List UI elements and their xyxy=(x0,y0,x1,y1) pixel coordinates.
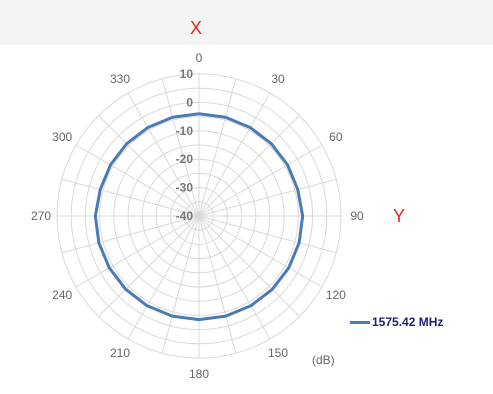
radial-tick-label: -10 xyxy=(176,124,194,138)
radial-gridline xyxy=(113,130,285,302)
radial-tick-label: 0 xyxy=(186,95,193,109)
radial-gridline xyxy=(70,87,328,345)
radial-tick-label: -20 xyxy=(176,152,194,166)
unit-label: (dB) xyxy=(312,353,335,367)
angle-tick-label: 150 xyxy=(268,346,288,360)
series-layer xyxy=(93,112,305,322)
angle-tick-label: 330 xyxy=(110,72,130,86)
angle-tick-label: 180 xyxy=(189,367,209,381)
angle-tick-label: 0 xyxy=(196,51,203,65)
radial-tick-label: -30 xyxy=(176,181,194,195)
legend-swatch xyxy=(350,320,370,324)
radial-tick-label: 10 xyxy=(180,67,194,81)
radial-tick-label: -40 xyxy=(176,209,194,223)
angle-tick-label: 90 xyxy=(350,209,364,223)
angle-tick-label: 240 xyxy=(52,288,72,302)
radial-gridline xyxy=(141,158,257,274)
plot-background xyxy=(0,45,493,394)
radial-gridline xyxy=(155,172,243,260)
radial-gridline xyxy=(84,101,314,331)
radial-gridline xyxy=(127,144,271,288)
angle-tick-label: 270 xyxy=(31,209,51,223)
x-axis-letter: X xyxy=(190,18,203,38)
angle-tick-label: 120 xyxy=(326,288,346,302)
radial-gridline xyxy=(56,73,342,359)
y-axis-letter: Y xyxy=(393,206,406,226)
radial-gridline xyxy=(184,201,214,231)
radial-gridline xyxy=(99,116,299,316)
angle-tick-label: 300 xyxy=(52,130,72,144)
radial-tick-labels: 10 0 -10 -20 -30 -40 xyxy=(176,67,194,223)
legend-label: 1575.42 MHz xyxy=(372,315,444,329)
top-band xyxy=(0,0,493,45)
radial-gridline xyxy=(170,187,228,245)
angle-tick-label: 30 xyxy=(271,72,285,86)
angle-tick-labels: 0 30 60 90 120 150 180 210 240 270 300 330 xyxy=(31,51,364,381)
angle-tick-label: 60 xyxy=(329,130,343,144)
legend: 1575.42 MHz xyxy=(350,315,443,329)
angle-tick-label: 210 xyxy=(110,346,130,360)
